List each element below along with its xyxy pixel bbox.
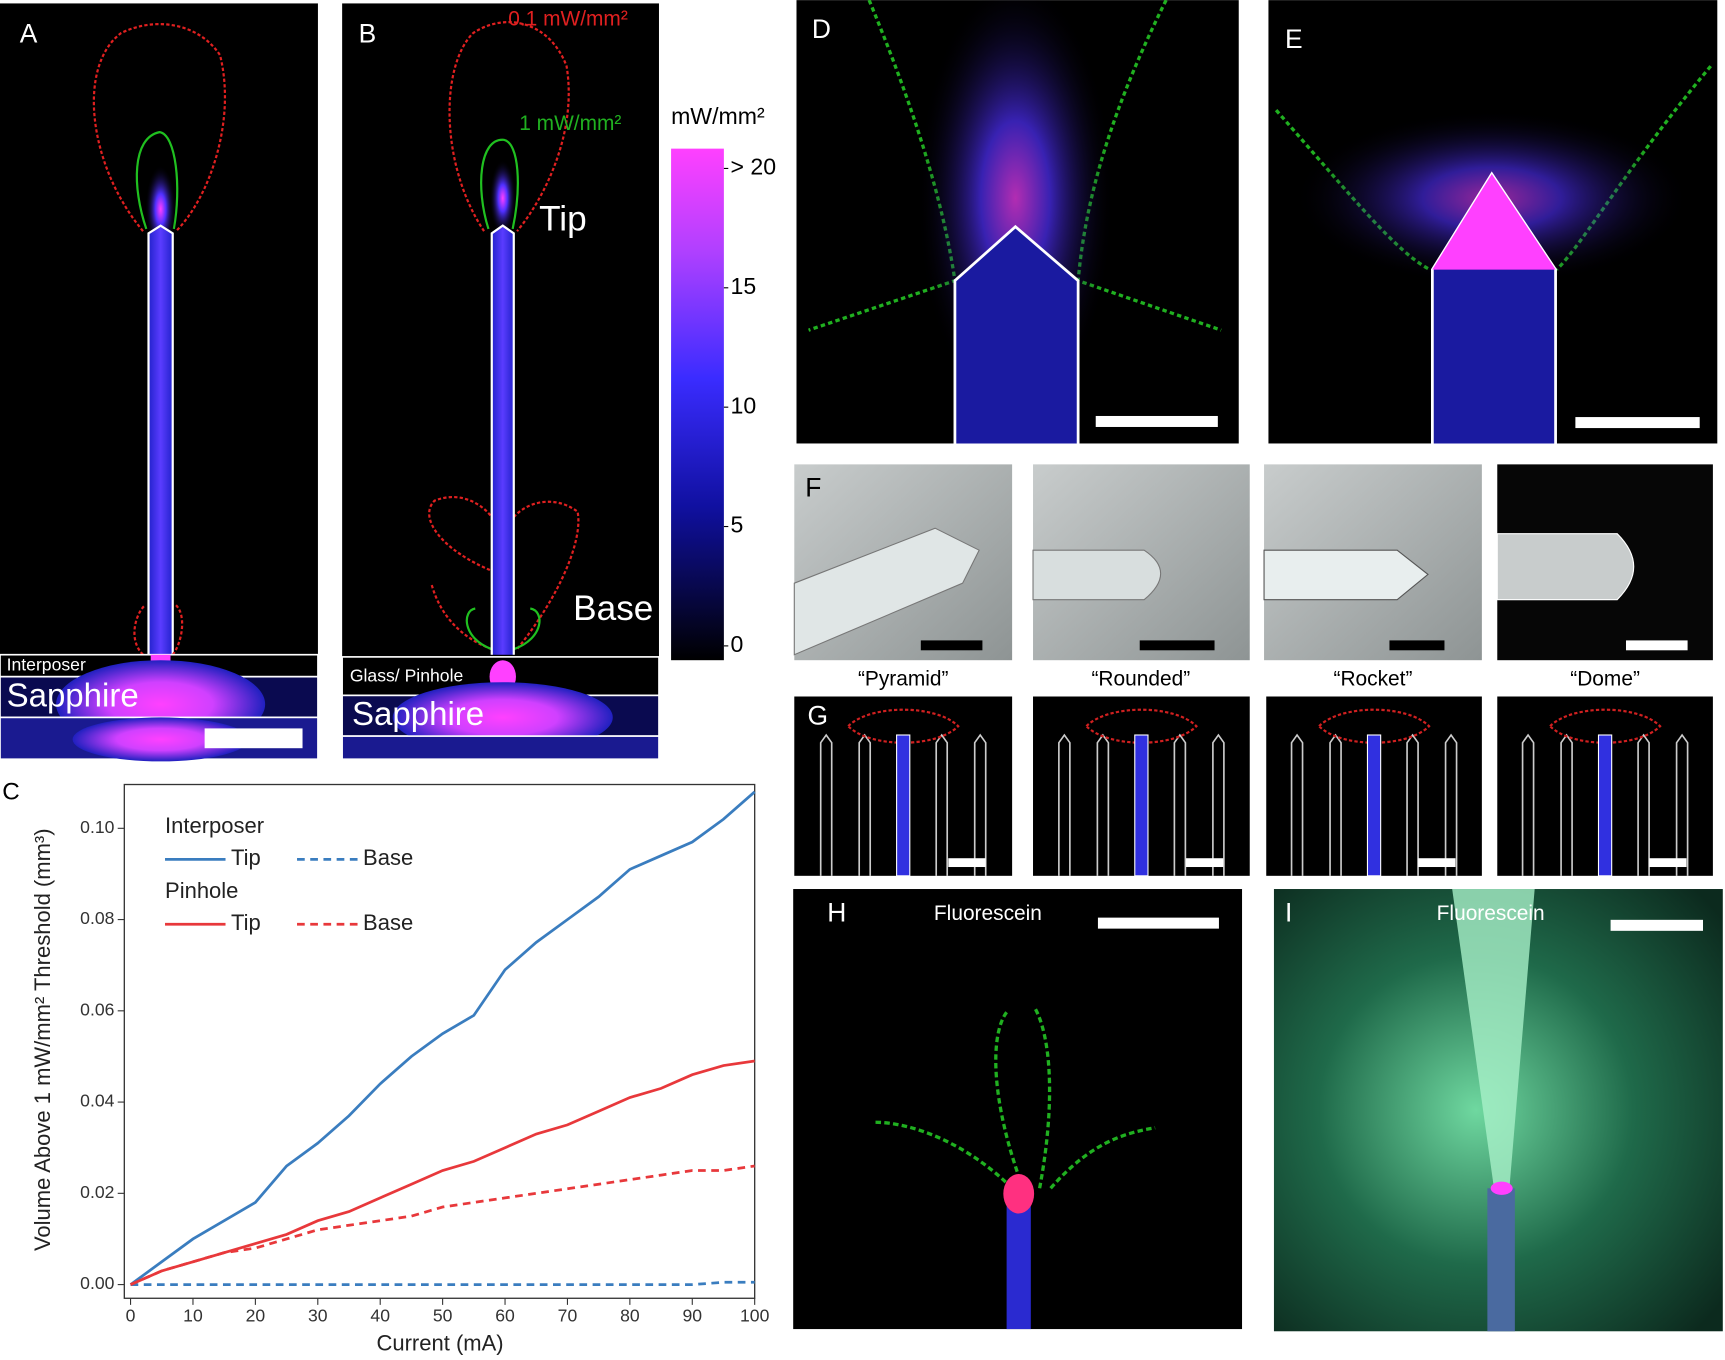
- center-fiber: [1134, 734, 1149, 877]
- x-tick-label: 100: [740, 1306, 770, 1326]
- x-tick-label: 50: [433, 1306, 453, 1326]
- y-tick-label: 0.02: [80, 1182, 114, 1202]
- y-tick-label: 0.06: [80, 999, 114, 1019]
- panel-f: F: [793, 464, 1713, 661]
- neighbor-fiber: [858, 733, 872, 876]
- y-tick-label: 0.10: [80, 817, 114, 837]
- colorbar-title: mW/mm²: [671, 103, 765, 129]
- panel-i: I Fluorescein: [1273, 889, 1723, 1332]
- panel-h: H Fluorescein: [793, 889, 1243, 1330]
- colorbar: mW/mm² > 20 15 10 5 0: [671, 103, 776, 661]
- series-line: [130, 1280, 755, 1286]
- y-tick-label: 0.00: [80, 1273, 114, 1293]
- layer-label: Interposer: [7, 654, 86, 674]
- scale-bar: [1418, 858, 1456, 868]
- center-fiber: [1597, 734, 1613, 877]
- center-fiber: [1366, 734, 1382, 877]
- contour-label: 0.1 mW/mm²: [508, 7, 628, 30]
- y-axis-label: Volume Above 1 mW/mm² Threshold (mm³): [30, 828, 55, 1251]
- panel-letter: H: [827, 897, 846, 927]
- tip-shape-label: “Dome”: [1570, 668, 1640, 691]
- tip-shape-label: “Pyramid”: [858, 668, 949, 691]
- panel-letter: B: [359, 18, 377, 48]
- neighbor-fiber: [1058, 733, 1071, 876]
- y-tick-label: 0.04: [80, 1091, 114, 1111]
- x-tick-label: 20: [246, 1306, 266, 1326]
- panel-letter: F: [805, 473, 821, 503]
- dye-label: Fluorescein: [934, 902, 1042, 925]
- neighbor-fiber: [1406, 733, 1419, 876]
- scale-bar: [1649, 858, 1687, 868]
- scale-bar: [948, 858, 986, 868]
- tip-shape-label: “Rocket”: [1333, 668, 1412, 691]
- panel-letter: A: [20, 18, 38, 48]
- legend-label: Base: [363, 845, 413, 870]
- region-label: Base: [573, 589, 653, 628]
- scale-bar: [1185, 858, 1224, 868]
- plot-frame: [123, 783, 756, 1299]
- red-contour: [1085, 708, 1198, 744]
- x-tick-label: 40: [370, 1306, 390, 1326]
- x-tick-label: 10: [183, 1306, 203, 1326]
- x-tick-label: 60: [495, 1306, 515, 1326]
- line-chart: C Current (mA) Volume Above 1 mW/mm² Thr…: [2, 779, 769, 1356]
- legend-group: Pinhole: [165, 878, 238, 903]
- series-line: [130, 1164, 755, 1286]
- neighbor-fiber: [1096, 733, 1110, 876]
- panel-letter: I: [1285, 897, 1292, 927]
- panel-letter: D: [812, 14, 831, 44]
- layer-label: Sapphire: [7, 676, 139, 713]
- neighbor-fiber: [1521, 733, 1535, 876]
- panel-a: A Interposer Sapphire: [0, 3, 319, 762]
- neighbor-fiber: [1560, 733, 1573, 876]
- neighbor-fiber: [1444, 733, 1458, 876]
- x-axis-label: Current (mA): [376, 1330, 503, 1355]
- legend-label: Tip: [231, 845, 261, 870]
- legend-label: Tip: [231, 910, 261, 935]
- neighbor-fiber: [1212, 733, 1225, 876]
- neighbor-fiber: [1637, 733, 1650, 876]
- neighbor-fiber: [1675, 733, 1689, 876]
- panel-letter: G: [807, 700, 828, 730]
- colorbar-tick-label: 15: [730, 273, 756, 299]
- x-tick-label: 80: [620, 1306, 640, 1326]
- legend-group: Interposer: [165, 813, 264, 838]
- series-line: [129, 790, 756, 1286]
- red-contour: [1549, 708, 1662, 744]
- legend-label: Base: [363, 910, 413, 935]
- x-tick-label: 30: [308, 1306, 328, 1326]
- colorbar-tick-label: > 20: [730, 154, 776, 180]
- layer-label: Sapphire: [352, 695, 484, 732]
- panel-b: B 0.1 mW/mm² 1 mW/mm² Tip Base Glass/ Pi…: [341, 3, 660, 761]
- neighbor-fiber: [973, 733, 987, 876]
- red-contour: [847, 708, 960, 744]
- colorbar-tick-label: 0: [730, 631, 743, 657]
- contour-label: 1 mW/mm²: [519, 112, 621, 135]
- panel-letter: E: [1285, 24, 1303, 54]
- x-tick-label: 0: [126, 1306, 136, 1326]
- neighbor-fiber: [1290, 733, 1304, 876]
- y-tick-label: 0.08: [80, 908, 114, 928]
- neighbor-fiber: [1173, 733, 1187, 876]
- neighbor-fiber: [1329, 733, 1342, 876]
- red-contour: [1318, 708, 1431, 744]
- region-label: Tip: [539, 200, 587, 239]
- series-line: [130, 1059, 755, 1286]
- layer-label: Glass/ Pinhole: [350, 665, 463, 685]
- panel-g: G: [794, 696, 1713, 877]
- panel-letter: C: [2, 779, 19, 806]
- colorbar-tick-label: 5: [730, 512, 743, 538]
- colorbar-tick-label: 10: [730, 392, 756, 418]
- tip-shape-label: “Rounded”: [1091, 668, 1190, 691]
- neighbor-fiber: [935, 733, 949, 876]
- panel-e: E: [1268, 0, 1718, 444]
- dye-label: Fluorescein: [1437, 902, 1545, 925]
- panel-d: D: [796, 0, 1239, 444]
- x-tick-label: 70: [558, 1306, 578, 1326]
- neighbor-fiber: [819, 733, 833, 876]
- center-fiber: [896, 734, 911, 877]
- x-tick-label: 90: [682, 1306, 702, 1326]
